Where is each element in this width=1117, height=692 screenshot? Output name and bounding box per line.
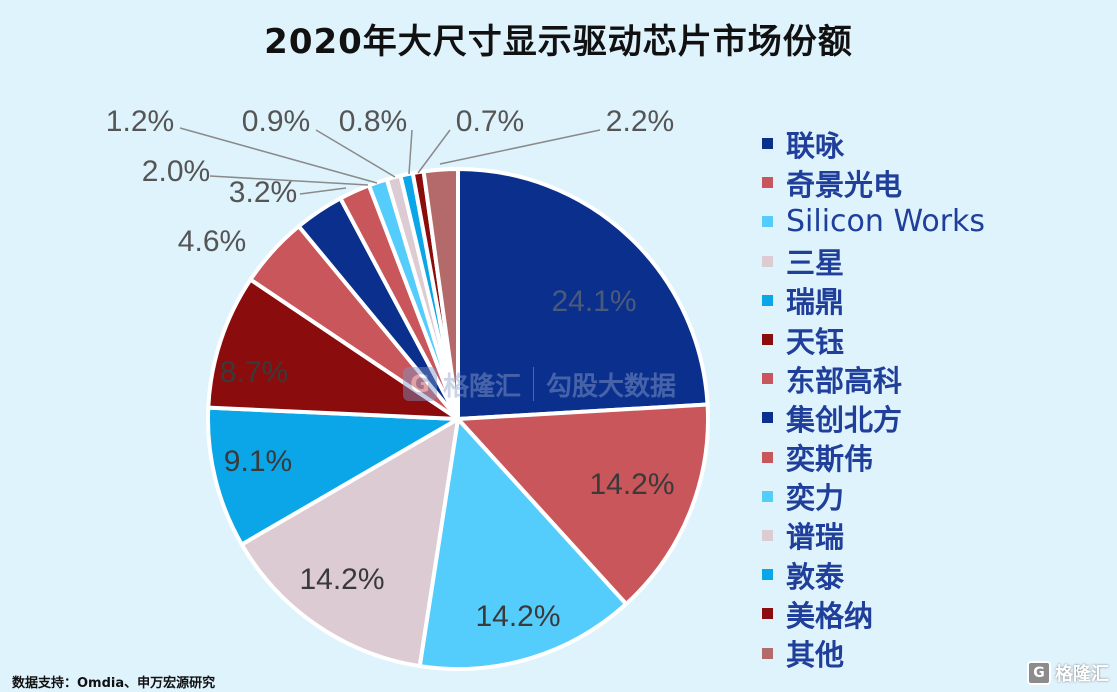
slice-data-label: 1.2%	[106, 105, 174, 138]
corner-watermark: G 格隆汇	[1027, 660, 1109, 686]
slice-data-label: 14.2%	[589, 468, 674, 501]
corner-logo-icon: G	[1027, 661, 1051, 685]
legend-label: 集创北方	[786, 402, 903, 437]
legend-swatch	[762, 255, 773, 267]
pie-slice	[206, 277, 460, 421]
slice-data-label: 14.2%	[475, 600, 560, 633]
slice-data-label: 3.2%	[229, 176, 297, 209]
legend-item: 联咏	[762, 124, 985, 163]
legend-swatch	[762, 373, 773, 385]
legend-swatch	[762, 412, 773, 424]
legend-label: 美格纳	[786, 598, 874, 633]
leader-line	[179, 127, 378, 184]
legend-swatch	[762, 216, 773, 228]
source-note: 数据支持：Omdia、申万宏源研究	[12, 676, 216, 691]
slice-data-label: 24.1%	[551, 285, 636, 318]
pie-slice	[239, 417, 460, 669]
watermark: G 格隆汇 勾股大数据	[403, 362, 676, 406]
legend: 联咏奇景光电 Silicon Works 三星瑞鼎天钰东部高科集创北方奕斯伟奕力谱瑞…	[762, 124, 985, 673]
legend-label: 敦泰	[786, 559, 845, 594]
legend-swatch	[762, 294, 773, 306]
slice-data-label: 0.7%	[456, 105, 524, 138]
leader-line	[209, 175, 369, 186]
legend-item: 东部高科	[762, 359, 985, 398]
slice-data-label: 14.2%	[299, 563, 384, 596]
legend-swatch	[762, 177, 773, 189]
legend-label: 奇景光电	[786, 167, 903, 202]
legend-swatch	[762, 138, 773, 150]
pie-slice	[456, 167, 710, 421]
slice-data-label: 8.7%	[220, 356, 288, 389]
legend-item: 奕斯伟	[762, 438, 985, 477]
legend-label: 奕力	[786, 481, 845, 516]
slice-data-label: 2.0%	[142, 155, 210, 188]
legend-item: 谱瑞	[762, 516, 985, 555]
legend-item: 集创北方	[762, 398, 985, 437]
legend-item: 其他	[762, 633, 985, 672]
legend-label: 天钰	[786, 324, 845, 359]
legend-label: Silicon Works	[786, 204, 986, 240]
slice-data-label: 9.1%	[224, 445, 292, 478]
legend-label: 三星	[786, 246, 845, 281]
leader-line	[439, 129, 601, 165]
legend-item: 天钰	[762, 320, 985, 359]
legend-item: 敦泰	[762, 555, 985, 594]
legend-swatch	[762, 451, 773, 463]
pie-slice	[421, 167, 460, 421]
legend-item: 三星	[762, 242, 985, 281]
legend-swatch	[762, 569, 773, 581]
slice-data-label: 0.8%	[339, 105, 407, 138]
watermark-divider	[533, 367, 535, 401]
corner-watermark-text: 格隆汇	[1055, 664, 1109, 685]
legend-swatch	[762, 334, 773, 346]
chart-title: 2020年大尺寸显示驱动芯片市场份额	[264, 22, 853, 62]
legend-label: 奕斯伟	[786, 442, 874, 477]
legend-label: 其他	[786, 638, 845, 673]
slice-data-label: 0.9%	[242, 105, 310, 138]
legend-swatch	[762, 490, 773, 502]
leader-line	[417, 129, 451, 174]
leader-line	[408, 129, 413, 175]
legend-label: 东部高科	[786, 363, 903, 398]
legend-label: 瑞鼎	[786, 285, 845, 320]
slice-data-label: 4.6%	[178, 225, 246, 258]
legend-item: 瑞鼎	[762, 281, 985, 320]
legend-label: 联咏	[786, 128, 845, 163]
leader-line	[299, 187, 347, 195]
legend-swatch	[762, 608, 773, 620]
legend-label: 谱瑞	[786, 520, 845, 555]
legend-swatch	[762, 529, 773, 541]
watermark-logo-icon: G	[403, 367, 437, 401]
pie-slice	[206, 405, 460, 547]
legend-item: 奇景光电	[762, 163, 985, 202]
legend-item: 奕力	[762, 477, 985, 516]
watermark-sub-text: 勾股大数据	[546, 371, 677, 402]
watermark-brand-text: 格隆汇	[443, 371, 522, 402]
legend-swatch	[762, 647, 773, 659]
leader-line	[315, 129, 396, 178]
legend-item: 美格纳	[762, 594, 985, 633]
pie-slice	[456, 402, 710, 607]
slice-data-label: 2.2%	[606, 105, 674, 138]
legend-item: Silicon Works	[762, 202, 985, 241]
pie-slice	[417, 417, 629, 671]
